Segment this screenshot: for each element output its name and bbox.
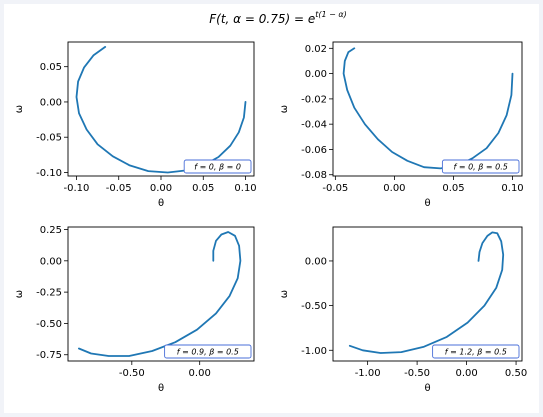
subplot-1: -0.10 -0.05 0.00 0.05 0.10 -0.10 -0.05 0.00 0.05… bbox=[14, 41, 257, 209]
y-tick-label: -0.08 bbox=[301, 170, 327, 181]
x-tick-label: 0.00 bbox=[189, 368, 211, 379]
y-tick-label: -0.25 bbox=[36, 288, 62, 299]
y-tick-label: -0.02 bbox=[301, 94, 327, 105]
legend-box bbox=[164, 344, 252, 359]
x-axis-label: θ bbox=[158, 198, 164, 209]
subplot-3: -0.50 0.00 -0.75 -0.50 -0.25 0.00 0.25 θ ω f = 0.… bbox=[14, 225, 255, 394]
y-tick-label: -0.50 bbox=[36, 319, 62, 330]
y-axis-label: ω bbox=[14, 290, 25, 298]
subplot-2: -0.05 0.00 0.05 0.10 -0.08 -0.06 -0.04 -0.02 0.0… bbox=[279, 41, 524, 209]
series-line-1 bbox=[75, 46, 247, 174]
figure-title-exponent: t(1 − α) bbox=[315, 10, 347, 19]
series-line-1 bbox=[78, 231, 242, 357]
legend-text: f = 0, β = 0 bbox=[194, 163, 241, 172]
x-tick-label: -0.05 bbox=[106, 183, 132, 194]
y-tick-label: 0.02 bbox=[305, 44, 327, 55]
x-tick-label: -0.50 bbox=[404, 368, 430, 379]
y-tick-label: -0.04 bbox=[301, 120, 327, 131]
x-axis-label: θ bbox=[158, 383, 164, 394]
x-tick-label: 0.50 bbox=[505, 368, 527, 379]
y-tick-label: -0.75 bbox=[36, 350, 62, 361]
x-tick-label: 0.00 bbox=[150, 183, 172, 194]
legend-text: f = 1.2, β = 0.5 bbox=[445, 348, 507, 357]
x-tick-label: -0.50 bbox=[119, 368, 145, 379]
y-tick-label: 0.00 bbox=[40, 97, 62, 108]
y-axis-label: ω bbox=[279, 290, 290, 298]
axes-frame bbox=[67, 226, 255, 362]
x-tick-label: -0.05 bbox=[322, 183, 348, 194]
figure-title-main: F(t, α = 0.75) = e bbox=[209, 12, 315, 26]
x-tick-label: 0.10 bbox=[234, 183, 256, 194]
y-tick-label: -0.05 bbox=[36, 133, 62, 144]
figure-title: F(t, α = 0.75) = et(1 − α) bbox=[209, 10, 347, 26]
subplot-4: -1.00 -0.50 0.00 0.50 -1.00 -0.50 0.00 θ ω f = 1.… bbox=[279, 226, 527, 394]
y-axis-label: ω bbox=[14, 105, 25, 113]
x-tick-label: 0.00 bbox=[455, 368, 477, 379]
y-tick-label: 0.25 bbox=[40, 225, 62, 236]
legend-box bbox=[441, 159, 520, 174]
y-tick-label: 0.00 bbox=[305, 256, 327, 267]
legend-text: f = 0, β = 0.5 bbox=[453, 163, 507, 172]
x-tick-label: 0.10 bbox=[501, 183, 523, 194]
subplot-grid: -0.10 -0.05 0.00 0.05 0.10 -0.10 -0.05 0.00 0.05… bbox=[14, 41, 527, 394]
x-axis-label: θ bbox=[424, 383, 430, 394]
x-tick-label: 0.05 bbox=[192, 183, 214, 194]
legend-box bbox=[183, 159, 252, 174]
series-line-1 bbox=[348, 231, 505, 354]
x-tick-label: 0.05 bbox=[442, 183, 464, 194]
y-axis-label: ω bbox=[279, 105, 290, 113]
legend-text: f = 0.9, β = 0.5 bbox=[177, 348, 239, 357]
y-tick-label: 0.00 bbox=[40, 256, 62, 267]
axes-frame bbox=[332, 41, 523, 177]
y-tick-label: -0.06 bbox=[301, 145, 327, 156]
y-tick-label: -0.10 bbox=[36, 168, 62, 179]
y-tick-label: 0.00 bbox=[305, 69, 327, 80]
axes-frame bbox=[332, 226, 523, 362]
series-line-1 bbox=[342, 47, 514, 170]
legend-box bbox=[432, 344, 520, 359]
x-tick-label: -1.00 bbox=[355, 368, 381, 379]
y-tick-label: -1.00 bbox=[301, 346, 327, 357]
x-tick-label: -0.10 bbox=[64, 183, 90, 194]
x-axis-label: θ bbox=[424, 198, 430, 209]
y-tick-label: -0.50 bbox=[301, 301, 327, 312]
y-tick-label: 0.05 bbox=[40, 62, 62, 73]
x-tick-label: 0.00 bbox=[383, 183, 405, 194]
axes-frame bbox=[67, 41, 255, 177]
